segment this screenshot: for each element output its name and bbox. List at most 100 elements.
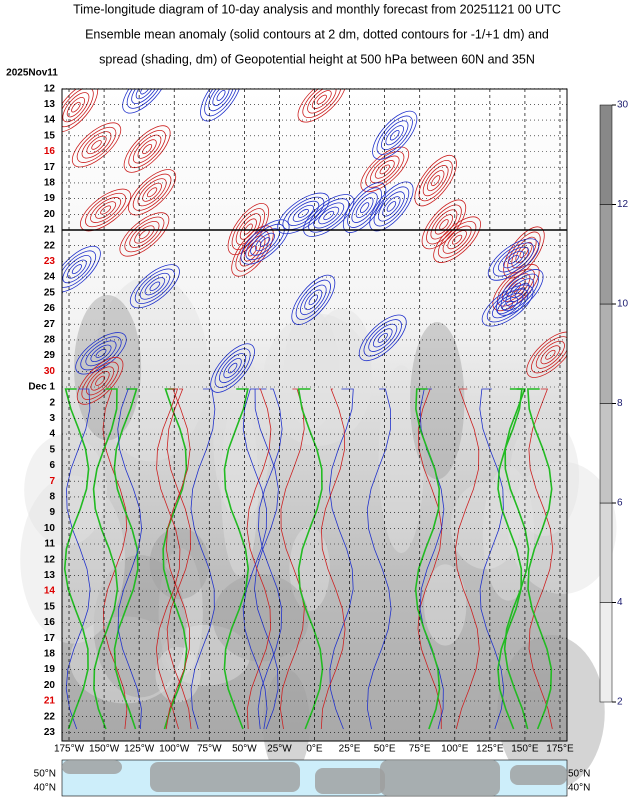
colorbar-label: 2 — [617, 697, 623, 708]
contours — [62, 89, 567, 730]
colorbar-segment — [599, 403, 613, 504]
contour — [216, 89, 226, 101]
x-tick-label: 125°E — [476, 744, 504, 755]
contour — [426, 170, 445, 192]
contour — [385, 125, 404, 146]
y-tick-label: 24 — [44, 272, 56, 283]
shading-patch — [507, 461, 617, 594]
y-tick-label: 21 — [44, 696, 56, 707]
colorbar-label: 8 — [617, 398, 623, 409]
x-tick-label: 100°W — [159, 744, 190, 755]
colorbar-segment — [599, 303, 613, 404]
contour — [481, 284, 534, 327]
contour — [128, 130, 166, 169]
contour — [212, 89, 230, 107]
contour — [431, 175, 441, 187]
contour — [307, 89, 337, 114]
contour — [370, 155, 400, 184]
contour — [223, 357, 242, 379]
x-tick-label: 75°E — [409, 744, 431, 755]
contour — [531, 336, 567, 374]
contour — [76, 356, 124, 405]
contour — [509, 282, 530, 302]
colorbar-label: 6 — [617, 498, 623, 509]
x-tick-label: 100°E — [441, 744, 469, 755]
contour — [210, 343, 255, 393]
contour — [155, 388, 181, 730]
contour — [303, 194, 355, 237]
y-tick-label: 15 — [44, 601, 56, 612]
contour — [134, 268, 175, 304]
contour — [382, 196, 401, 217]
shading-patch — [509, 416, 580, 537]
contour — [257, 388, 283, 730]
y-tick-label: 14 — [44, 586, 56, 597]
contour — [139, 272, 170, 300]
x-tick-label: 125°W — [124, 744, 155, 755]
contour — [91, 140, 102, 150]
contour — [491, 292, 524, 319]
map-land — [315, 768, 385, 794]
y-tick-label: 23 — [44, 256, 56, 267]
contour — [426, 204, 462, 245]
y-tick-label: 26 — [44, 303, 56, 314]
contour — [347, 187, 382, 228]
y-tick-label: 16 — [44, 146, 56, 157]
contour — [386, 201, 397, 212]
contour — [231, 225, 274, 277]
y-tick-label: 3 — [49, 413, 55, 424]
contour — [363, 319, 402, 357]
contour — [280, 388, 305, 730]
x-tick-label: 50°E — [374, 744, 396, 755]
title-line: spread (shading, dm) of Geopotential hei… — [99, 52, 535, 66]
contour — [497, 246, 530, 273]
y-tick-label: 12 — [44, 554, 56, 565]
contour — [66, 97, 85, 118]
contour — [102, 388, 128, 730]
contour — [373, 186, 410, 227]
contour — [503, 388, 530, 730]
colorbar-segment — [599, 602, 613, 703]
x-tick-label: 150°E — [511, 744, 539, 755]
contour — [255, 232, 276, 252]
y-tick-label: 17 — [44, 162, 56, 173]
contour — [122, 89, 168, 114]
contour — [142, 143, 153, 155]
contour — [62, 255, 92, 284]
contour — [497, 388, 523, 730]
x-tick-label: 50°W — [232, 744, 257, 755]
contour — [137, 139, 157, 159]
contour — [62, 92, 90, 123]
contour — [76, 126, 117, 163]
contour — [418, 160, 453, 202]
shading-patch — [221, 396, 259, 577]
contour — [442, 225, 472, 254]
y-tick-label: 25 — [44, 287, 56, 298]
contour — [75, 332, 127, 375]
contour — [214, 348, 251, 388]
contour — [117, 388, 143, 730]
contour — [487, 238, 540, 281]
contour — [342, 182, 387, 233]
contour — [126, 89, 164, 109]
contour — [245, 223, 285, 261]
contour — [528, 388, 554, 730]
y-tick-label: 9 — [49, 507, 55, 518]
y-tick-label: 19 — [44, 664, 56, 675]
contour — [129, 264, 180, 309]
shading-patch — [73, 295, 142, 441]
y-tick-label: 27 — [44, 319, 56, 330]
colorbar-label: 4 — [617, 597, 623, 608]
contour — [124, 216, 165, 253]
contour — [62, 89, 99, 132]
contour — [365, 151, 405, 188]
contour — [200, 89, 242, 122]
contour — [297, 89, 346, 123]
contour — [421, 199, 467, 250]
contour — [95, 375, 106, 386]
shading-patch — [158, 548, 203, 677]
contour — [439, 219, 449, 230]
y-tick-label: 13 — [44, 570, 56, 581]
colorbar-label: 12 — [617, 199, 629, 210]
contour — [492, 242, 535, 277]
